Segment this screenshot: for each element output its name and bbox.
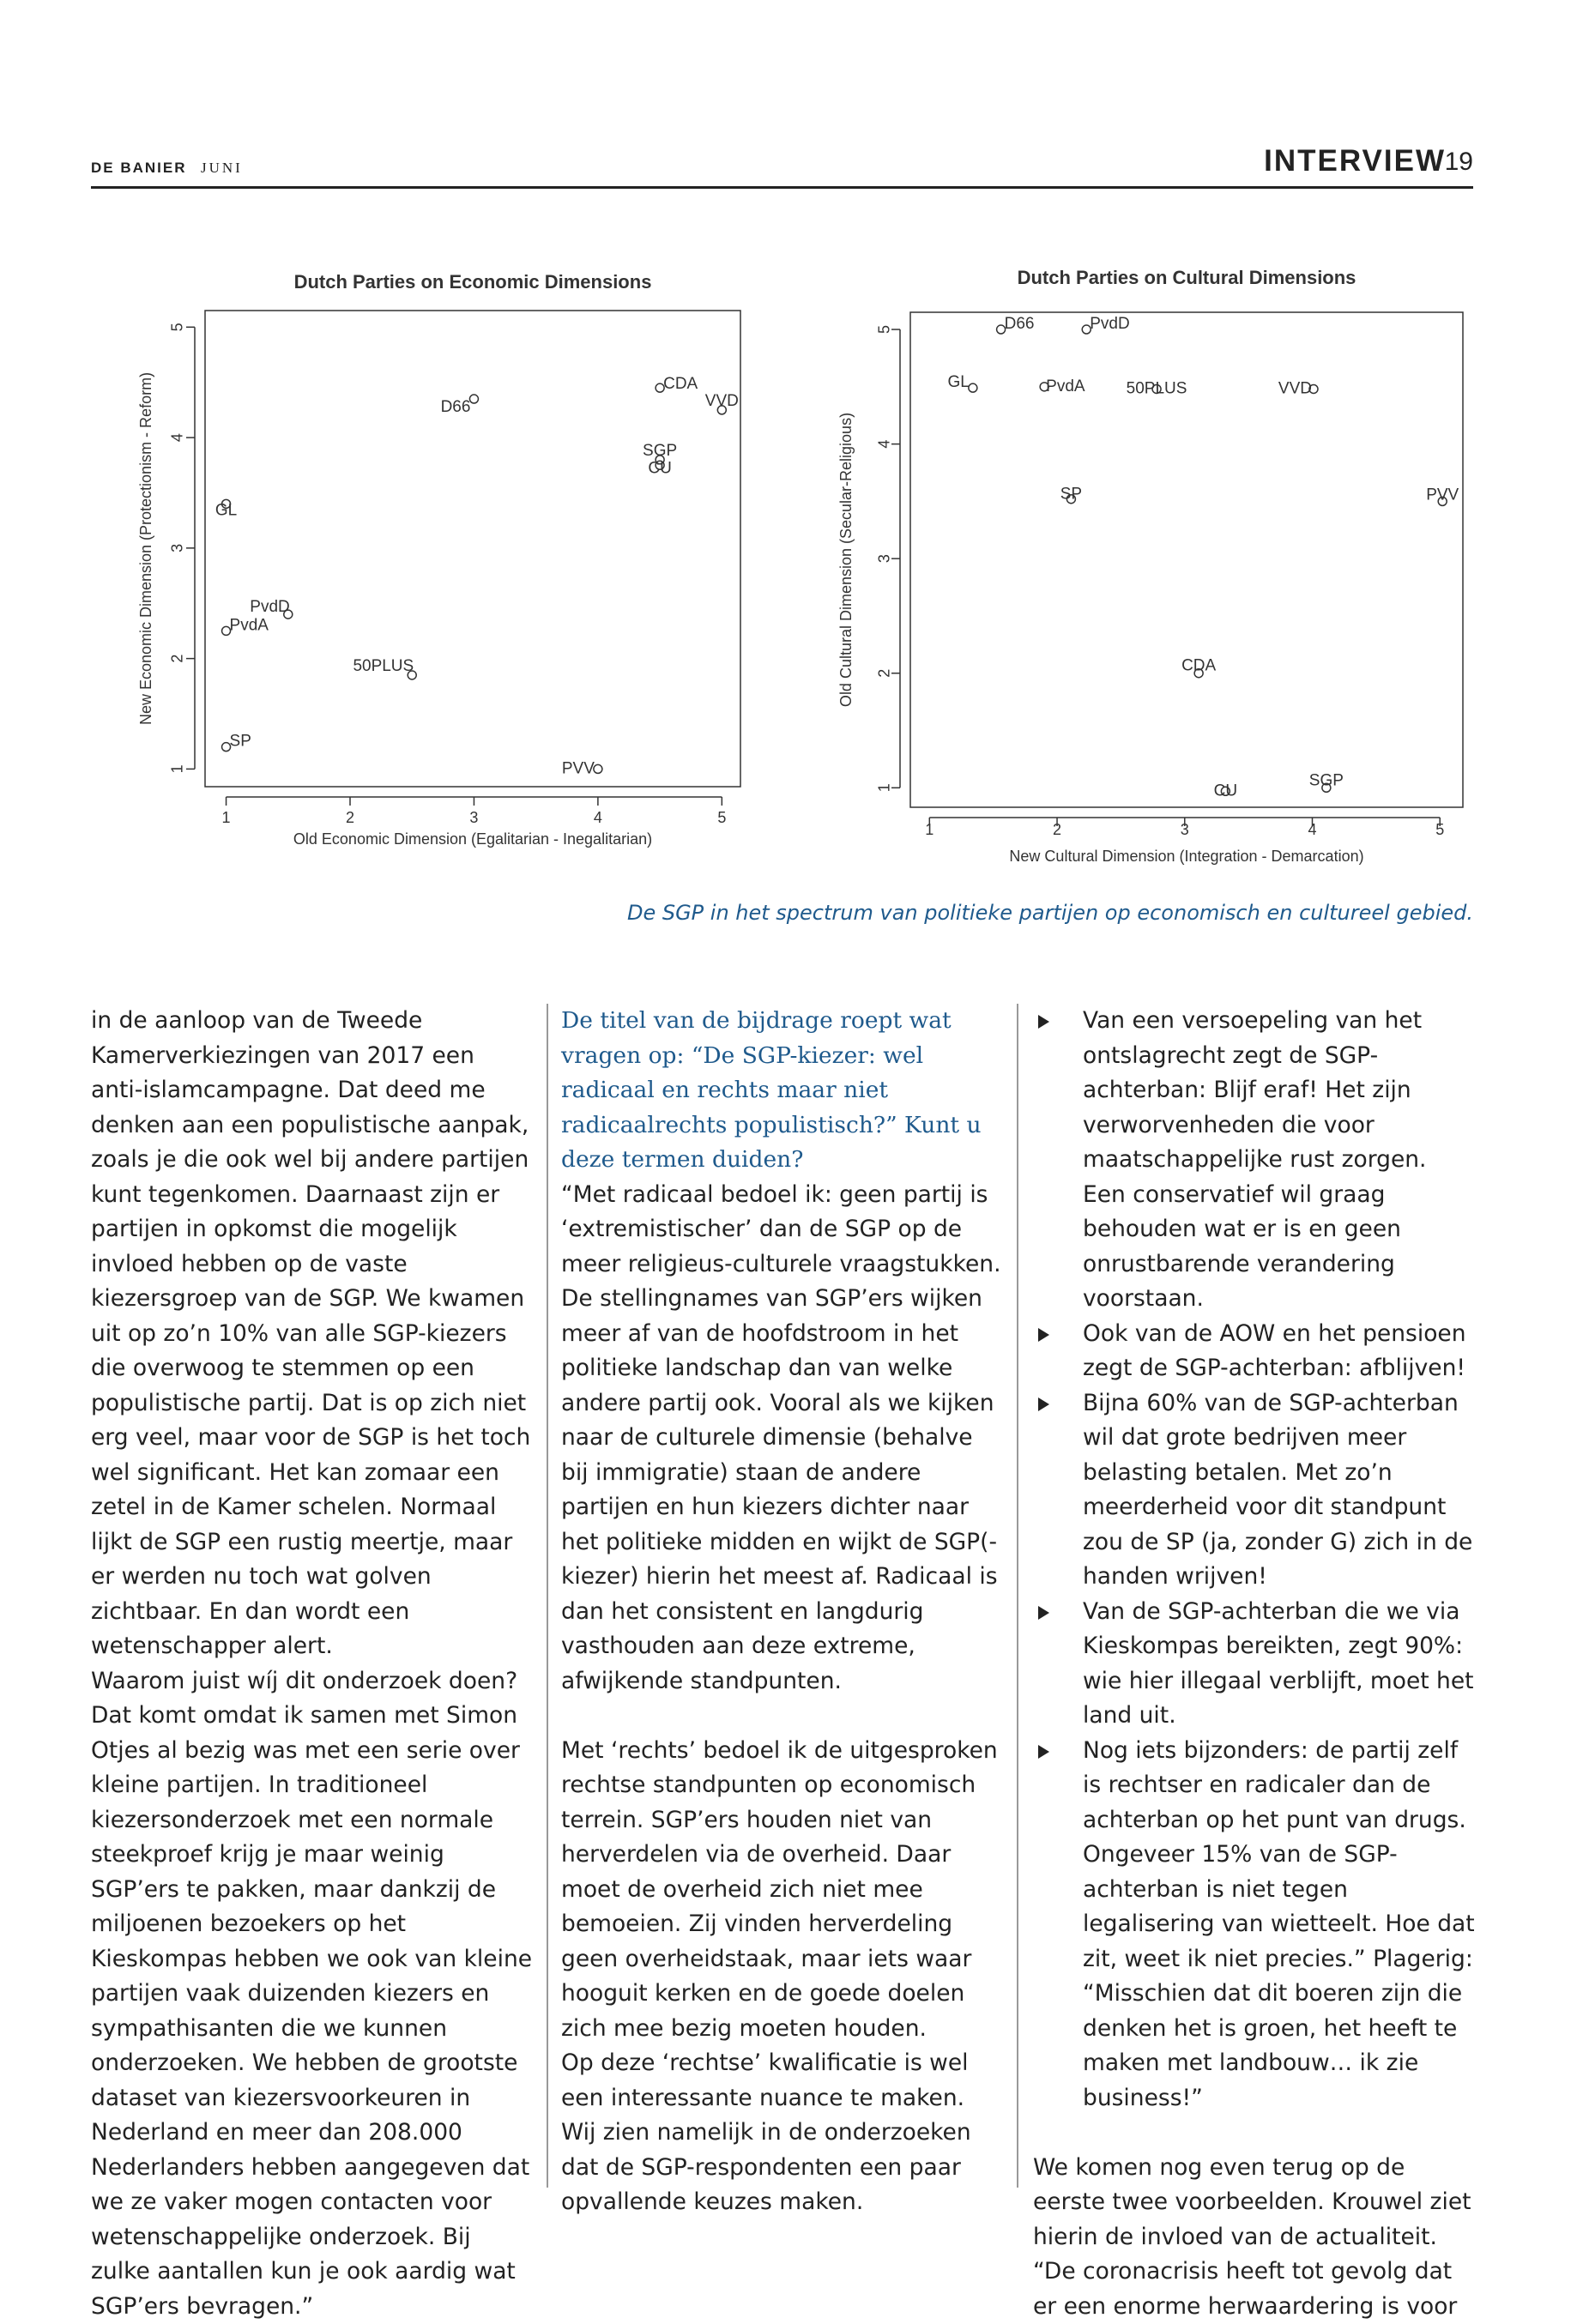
chart: Dutch Parties on Economic Dimensions 1 2 3 4… <box>139 271 748 865</box>
bullet-text: Van een versoepeling van het ontslagrech… <box>1083 1007 1426 1312</box>
paragraph: Dat komt omdat ik samen met Simon Otjes … <box>91 1699 533 2324</box>
column: De titel van de bijdrage roept wat vrage… <box>561 1004 1003 2220</box>
point-label: PvdA <box>1046 377 1085 395</box>
point-label: SP <box>1060 486 1082 504</box>
point <box>969 383 977 392</box>
bullet-list: Van een versoepeling van het ontslagrech… <box>1033 1004 1475 2116</box>
point <box>594 764 602 773</box>
x-tick-label: 5 <box>717 809 726 826</box>
bullet-text: Nog iets bijzonders: de partij zelf is r… <box>1083 1737 1475 2111</box>
y-axis-label: New Economic Dimension (Protectionism - … <box>139 372 154 725</box>
x-tick-label: 2 <box>1053 821 1061 838</box>
point-label: PvdD <box>250 598 289 616</box>
paragraph: “Met radicaal bedoel ik: geen partij is … <box>561 1178 1003 1699</box>
point-label: D66 <box>441 398 471 416</box>
x-tick-label: 1 <box>925 821 933 838</box>
bullet-item: Ook van de AOW en het pensioen zegt de S… <box>1033 1317 1475 1386</box>
paragraph: We komen nog even terug op de eerste twe… <box>1033 2151 1475 2324</box>
point-label: SGP <box>643 442 677 460</box>
y-tick-label: 3 <box>876 554 893 563</box>
y-tick-label: 4 <box>876 440 893 449</box>
point-label: CU <box>1214 782 1237 800</box>
point-label: D66 <box>1005 315 1035 333</box>
bullet-icon <box>1038 1397 1049 1411</box>
y-tick-label: 4 <box>169 433 186 442</box>
x-tick-label: 3 <box>1181 821 1189 838</box>
bullet-item: Nog iets bijzonders: de partij zelf is r… <box>1033 1734 1475 2116</box>
point-label: CDA <box>1181 657 1216 675</box>
point-label: PvdD <box>1090 315 1129 333</box>
point-label: VVD <box>1278 380 1312 398</box>
y-tick-label: 5 <box>876 325 893 334</box>
bullet-text: Bijna 60% van de SGP-achterban wil dat g… <box>1083 1390 1472 1591</box>
point-label: 50PLUS <box>353 657 414 675</box>
x-axis-label: New Cultural Dimension (Integration - De… <box>1009 848 1363 865</box>
point-label: PVV <box>562 759 595 777</box>
caption: De SGP in het spectrum van politieke par… <box>627 901 1473 925</box>
bullet-text: Van de SGP-achterban die we via Kieskomp… <box>1083 1598 1474 1729</box>
x-tick-label: 4 <box>1308 821 1316 838</box>
x-tick-label: 1 <box>222 809 231 826</box>
y-tick-label: 1 <box>169 764 186 773</box>
y-tick-label: 5 <box>169 323 186 331</box>
bullet-icon <box>1038 1745 1049 1759</box>
point-label: GL <box>948 373 970 391</box>
bullet-icon <box>1038 1606 1049 1620</box>
x-tick-label: 4 <box>594 809 602 826</box>
bullet-item: Van een versoepeling van het ontslagrech… <box>1033 1004 1475 1317</box>
x-axis-label: Old Economic Dimension (Egalitarian - In… <box>293 830 652 848</box>
column-rule <box>1017 1004 1018 2188</box>
column: Van een versoepeling van het ontslagrech… <box>1033 1004 1475 2324</box>
chart: Dutch Parties on Cultural Dimensions 1 2 3 4… <box>836 262 1465 875</box>
question: De titel van de bijdrage roept wat vrage… <box>561 1004 1003 1178</box>
point-label: CDA <box>663 375 698 393</box>
chart-title: Dutch Parties on Cultural Dimensions <box>1018 267 1356 288</box>
section-title: INTERVIEW <box>1264 144 1446 178</box>
paragraph: in de aanloop van de Tweede Kamerverkiez… <box>91 1004 533 1664</box>
publication: DE BANIER <box>91 160 187 177</box>
paragraph: Met ‘rechts’ bedoel ik de uitgesproken r… <box>561 1734 1003 2047</box>
month: JUNI <box>201 160 243 177</box>
paragraph: Op deze ‘rechtse’ kwalificatie is wel ee… <box>561 2046 1003 2220</box>
bullet-text: Ook van de AOW en het pensioen zegt de S… <box>1083 1320 1466 1382</box>
point-label: GL <box>215 501 237 519</box>
point-label: 50PLUS <box>1127 380 1187 398</box>
point-label: PvdA <box>230 616 269 634</box>
chart-title: Dutch Parties on Economic Dimensions <box>294 271 652 293</box>
point-label: VVD <box>705 392 739 410</box>
y-tick-label: 2 <box>169 655 186 663</box>
column: in de aanloop van de Tweede Kamerverkiez… <box>91 1004 533 2324</box>
x-tick-label: 5 <box>1435 821 1444 838</box>
y-axis-label: Old Cultural Dimension (Secular-Religiou… <box>837 413 855 707</box>
page-number: 19 <box>1445 148 1473 177</box>
point-label: CU <box>648 459 671 477</box>
plot-frame <box>205 311 740 787</box>
point-label: SGP <box>1309 771 1344 789</box>
y-tick-label: 1 <box>876 783 893 792</box>
paragraph: Waarom juist wíj dit onderzoek doen? <box>91 1664 533 1699</box>
header-rule <box>91 186 1473 189</box>
y-tick-label: 3 <box>169 544 186 552</box>
point <box>469 395 478 403</box>
column-rule <box>547 1004 548 2188</box>
point-label: SP <box>230 733 251 751</box>
bullet-icon <box>1038 1328 1049 1342</box>
x-tick-label: 2 <box>346 809 354 826</box>
x-tick-label: 3 <box>469 809 478 826</box>
y-tick-label: 2 <box>876 669 893 678</box>
bullet-item: Van de SGP-achterban die we via Kieskomp… <box>1033 1595 1475 1734</box>
bullet-icon <box>1038 1015 1049 1029</box>
bullet-item: Bijna 60% van de SGP-achterban wil dat g… <box>1033 1386 1475 1595</box>
point-label: PVV <box>1426 486 1459 504</box>
